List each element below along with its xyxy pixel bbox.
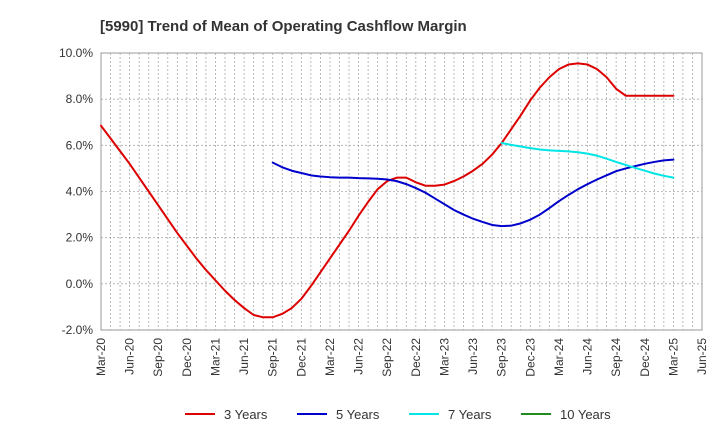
- x-axis-ticks: Mar-20 Jun-20 Sep-20 Dec-20 Mar-21 Jun-21 Sep-…: [94, 338, 709, 377]
- y-tick-label: -2.0%: [62, 323, 94, 337]
- x-tick-label: Jun-24: [581, 338, 595, 375]
- y-axis-ticks: -2.0% 0.0% 2.0% 4.0% 6.0% 8.0% 10.0%: [59, 46, 93, 337]
- y-tick-label: 10.0%: [59, 46, 93, 60]
- y-tick-label: 0.0%: [66, 277, 94, 291]
- x-tick-label: Jun-25: [695, 338, 709, 375]
- legend-label: 7 Years: [448, 407, 492, 422]
- x-tick-label: Sep-20: [151, 338, 165, 377]
- x-tick-label: Dec-22: [409, 338, 423, 377]
- y-tick-label: 2.0%: [66, 231, 94, 245]
- plot-frame: [100, 52, 703, 331]
- x-tick-label: Jun-21: [237, 338, 251, 375]
- grid: [100, 52, 703, 331]
- y-tick-label: 6.0%: [66, 138, 94, 152]
- x-tick-label: Dec-20: [180, 338, 194, 377]
- x-tick-label: Jun-22: [352, 338, 366, 375]
- legend: 3 Years 5 Years 7 Years 10 Years: [185, 407, 611, 422]
- legend-label: 10 Years: [560, 407, 611, 422]
- x-tick-label: Dec-21: [294, 338, 308, 377]
- x-tick-label: Sep-23: [495, 338, 509, 377]
- x-tick-label: Sep-21: [266, 338, 280, 377]
- x-tick-label: Dec-23: [523, 338, 537, 377]
- series-line-3-years: [100, 62, 675, 319]
- x-tick-label: Mar-22: [323, 338, 337, 376]
- x-tick-label: Mar-23: [437, 338, 451, 376]
- series-line-5-years: [271, 158, 675, 228]
- x-tick-label: Jun-23: [466, 338, 480, 375]
- legend-label: 5 Years: [336, 407, 380, 422]
- x-tick-label: Mar-20: [94, 338, 108, 376]
- x-tick-label: Mar-25: [666, 338, 680, 376]
- y-tick-label: 4.0%: [66, 185, 94, 199]
- x-tick-label: Mar-24: [552, 338, 566, 376]
- x-tick-label: Dec-24: [638, 338, 652, 377]
- x-tick-label: Jun-20: [123, 338, 137, 375]
- series-line-7-years: [500, 142, 675, 179]
- series-layer: [100, 62, 675, 319]
- x-tick-label: Sep-24: [609, 338, 623, 377]
- chart-title: [5990] Trend of Mean of Operating Cashfl…: [100, 18, 467, 35]
- x-tick-label: Sep-22: [380, 338, 394, 377]
- legend-label: 3 Years: [224, 407, 268, 422]
- x-tick-label: Mar-21: [208, 338, 222, 376]
- y-tick-label: 8.0%: [66, 92, 94, 106]
